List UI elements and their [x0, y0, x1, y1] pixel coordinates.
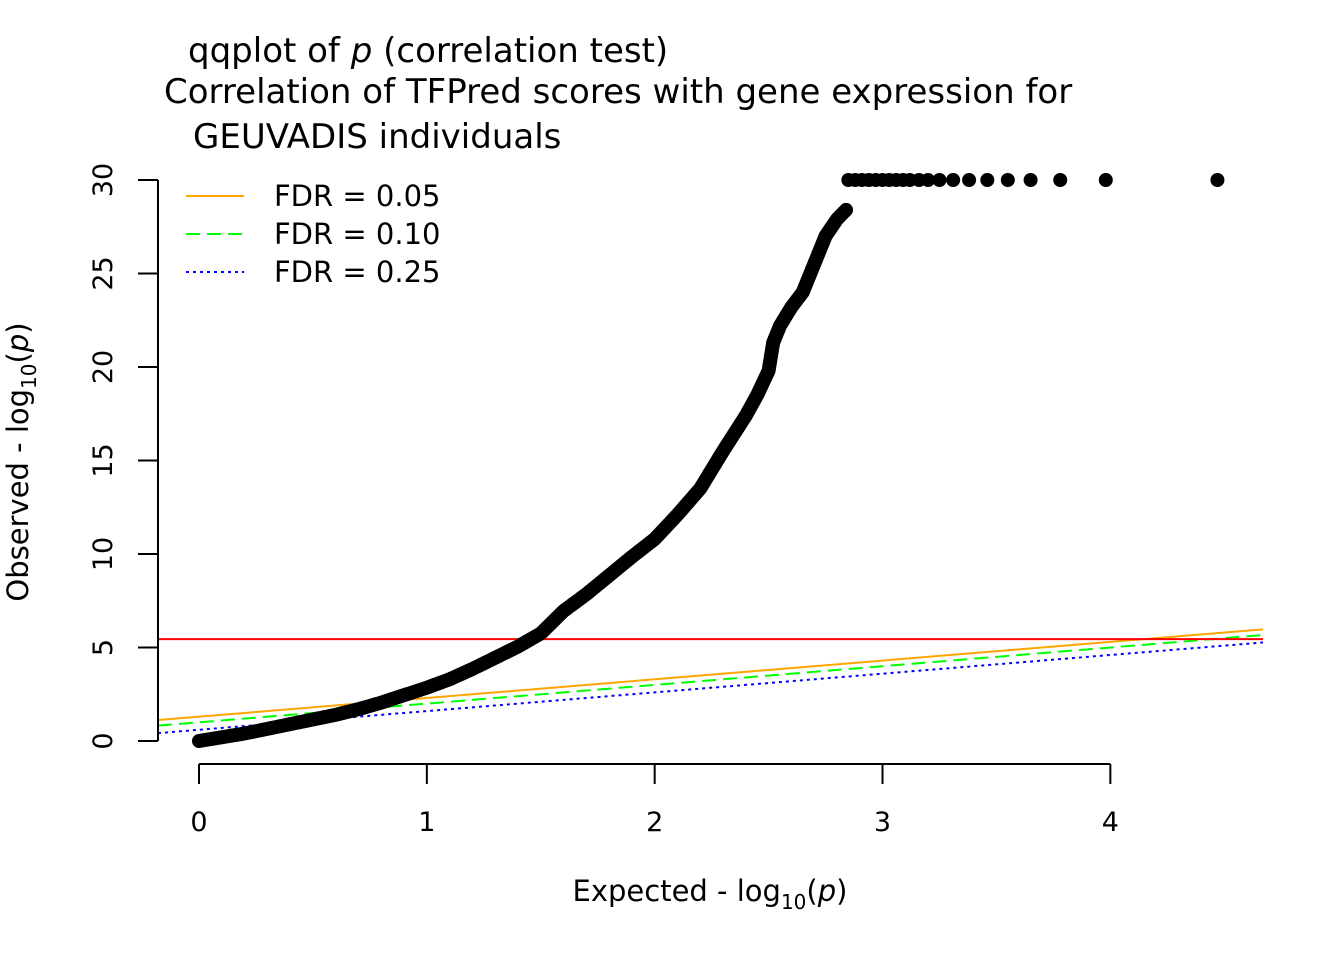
x-tick-label: 3: [874, 807, 891, 838]
data-points: [192, 173, 1225, 748]
data-point: [839, 202, 854, 217]
legend: FDR = 0.05 FDR = 0.10 FDR = 0.25: [186, 179, 440, 289]
y-tick-label: 10: [88, 537, 119, 571]
title-line-3: GEUVADIS individuals: [193, 117, 561, 157]
x-axis-label: Expected - log10(p): [573, 874, 848, 914]
capped-data-point: [1210, 173, 1225, 187]
x-axis: 0 1 2 3 4: [190, 763, 1119, 838]
legend-label: FDR = 0.25: [274, 255, 440, 289]
x-tick-label: 4: [1102, 807, 1119, 838]
capped-data-point: [932, 173, 947, 187]
x-tick-label: 2: [646, 807, 663, 838]
x-tick-label: 0: [190, 807, 207, 838]
capped-data-point: [1053, 173, 1068, 187]
y-tick-label: 25: [88, 256, 119, 290]
legend-label: FDR = 0.05: [274, 179, 440, 213]
capped-data-point: [1023, 173, 1038, 187]
capped-data-point: [946, 173, 961, 187]
y-tick-label: 0: [88, 732, 119, 749]
y-tick-label: 20: [88, 350, 119, 384]
y-tick-label: 15: [88, 443, 119, 477]
capped-data-point: [921, 173, 936, 187]
capped-data-point: [962, 173, 977, 187]
title-line-1: qqplot of p (correlation test): [188, 31, 668, 71]
fdr-line-0: [157, 628, 1264, 722]
legend-label: FDR = 0.10: [274, 217, 440, 251]
title-line-2: Correlation of TFPred scores with gene e…: [164, 72, 1072, 112]
chart-title: qqplot of p (correlation test) Correlati…: [164, 31, 1072, 157]
y-tick-label: 5: [88, 639, 119, 656]
y-axis-label: Observed - log10(p): [1, 322, 41, 601]
y-tick-label: 30: [88, 163, 119, 197]
fdr-line-1: [157, 633, 1264, 727]
y-axis: 0 5 10 15 20 25 30: [88, 163, 159, 750]
x-tick-label: 1: [418, 807, 435, 838]
capped-data-point: [980, 173, 995, 187]
capped-data-point: [1098, 173, 1113, 187]
capped-data-point: [1000, 173, 1015, 187]
